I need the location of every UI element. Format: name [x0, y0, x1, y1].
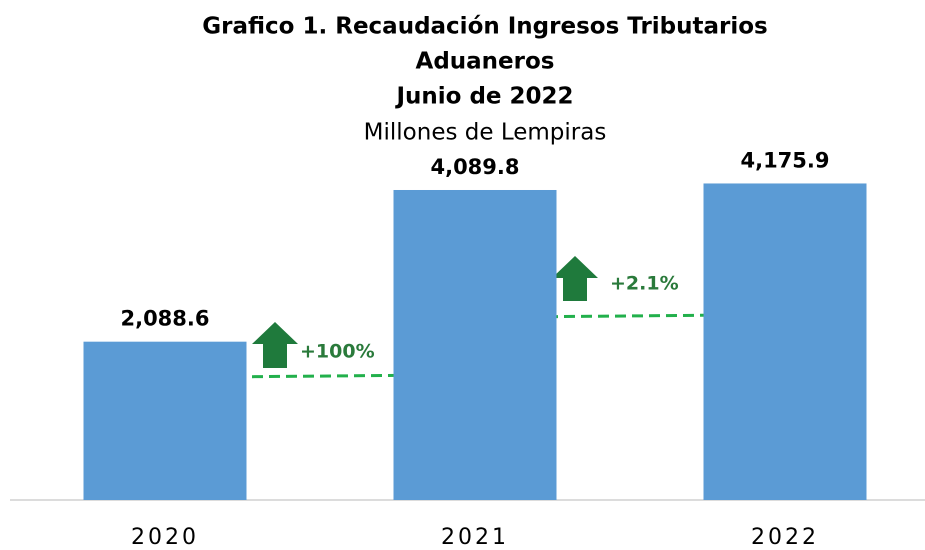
x-tick-label: 2021 — [441, 525, 509, 550]
x-tick-label: 2022 — [751, 525, 819, 550]
up-arrow — [552, 256, 598, 301]
annotation: +2.1% — [610, 273, 679, 295]
data-label: 4,175.9 — [740, 148, 829, 172]
chart-subtitle: Millones de Lempiras — [364, 120, 607, 146]
chart-title: Grafico 1. Recaudación Ingresos Tributar… — [202, 14, 768, 40]
annotation: +100% — [300, 341, 375, 363]
chart-title: Junio de 2022 — [394, 84, 573, 110]
bar — [703, 183, 867, 500]
chart-title: Aduaneros — [416, 49, 555, 75]
reference-line — [217, 373, 439, 379]
x-tick-label: 2020 — [131, 525, 199, 550]
bar — [393, 189, 557, 500]
bar — [83, 341, 247, 500]
data-label: 2,088.6 — [120, 307, 209, 331]
data-label: 4,089.8 — [430, 155, 519, 179]
up-arrow — [252, 322, 298, 368]
